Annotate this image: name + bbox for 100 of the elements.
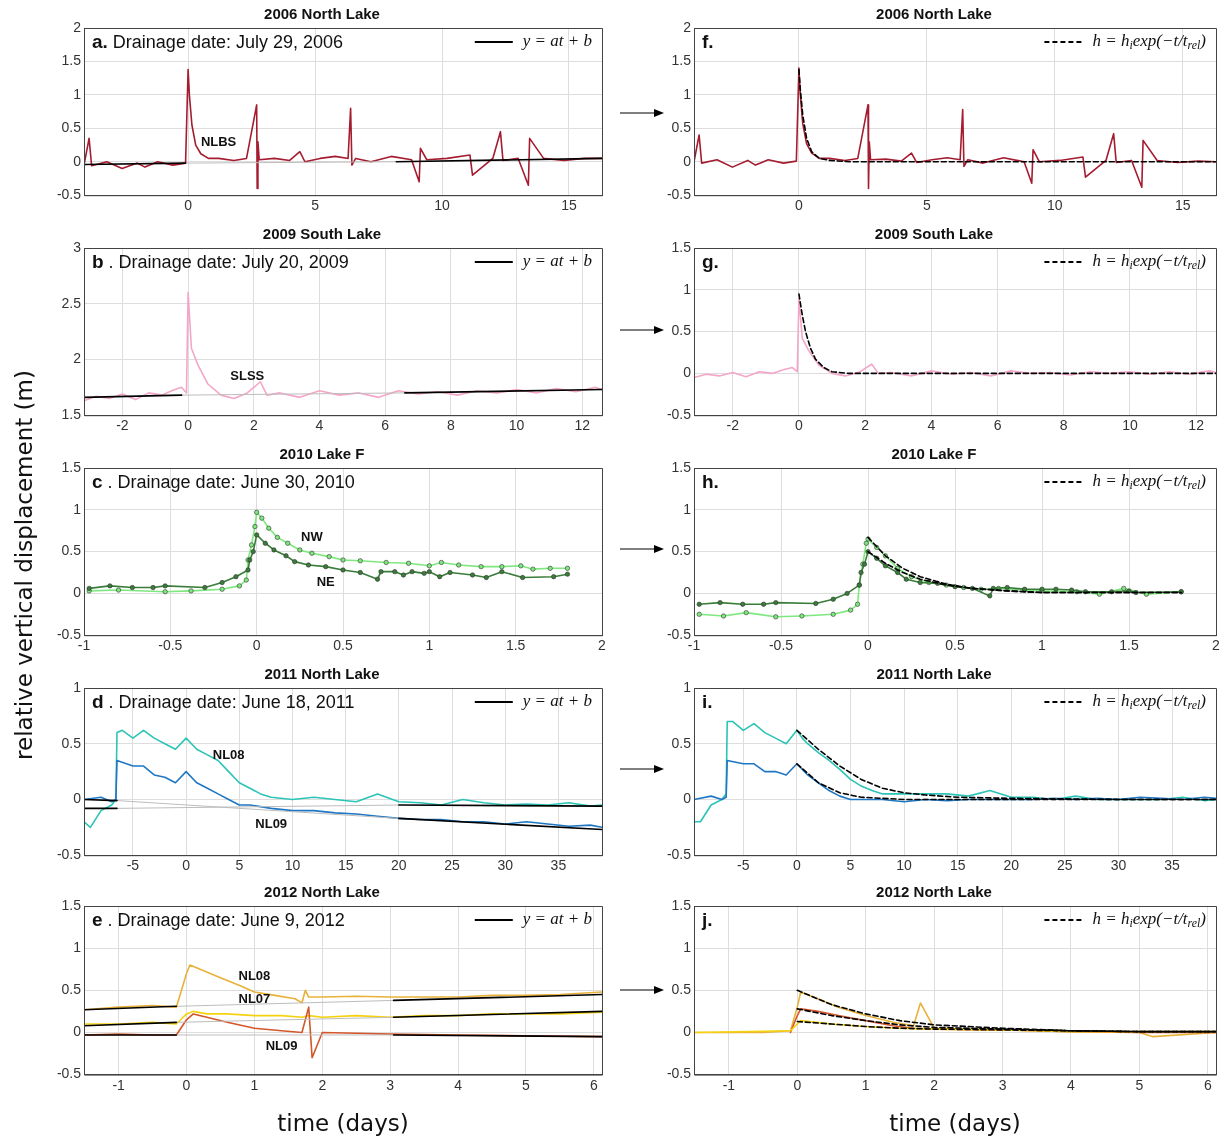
x-tick-label: -2 bbox=[726, 417, 740, 434]
annotation: b . Drainage date: July 20, 2009 bbox=[92, 251, 349, 273]
y-tick-label: -0.5 bbox=[56, 626, 82, 643]
y-tick-label: -0.5 bbox=[56, 1065, 82, 1082]
annotation: NLBS bbox=[200, 133, 237, 149]
x-tick-label: 12 bbox=[574, 417, 591, 434]
y-tick-label: 1 bbox=[683, 939, 692, 956]
y-tick-label: 1.5 bbox=[61, 896, 82, 913]
chart-title: 2012 North Lake bbox=[264, 883, 380, 901]
annotation: a. Drainage date: July 29, 2006 bbox=[92, 31, 344, 53]
legend-label: y = at + b bbox=[520, 31, 593, 51]
y-tick-label: 1.5 bbox=[61, 458, 82, 475]
y-tick-label: 0.5 bbox=[671, 119, 692, 136]
y-tick-label: 0.5 bbox=[61, 981, 82, 998]
x-tick-label: 12 bbox=[1188, 417, 1205, 434]
y-tick-label: -0.5 bbox=[666, 186, 692, 203]
y-tick-label: -0.5 bbox=[666, 406, 692, 423]
chart-title: 2012 North Lake bbox=[876, 883, 992, 901]
chart-title: 2011 North Lake bbox=[876, 665, 992, 683]
legend-label: y = at + b bbox=[520, 251, 593, 271]
x-tick-label: 0 bbox=[184, 417, 193, 434]
annotation: NE bbox=[316, 574, 336, 590]
y-tick-label: 0 bbox=[73, 152, 82, 169]
annotation: NL09 bbox=[265, 1038, 298, 1054]
x-tick-label: 20 bbox=[1003, 857, 1020, 874]
x-tick-label: 15 bbox=[337, 857, 354, 874]
x-tick-label: 2 bbox=[930, 1076, 939, 1093]
y-axis-title: relative vertical displacement (m) bbox=[11, 370, 37, 760]
x-tick-label: 10 bbox=[1122, 417, 1138, 434]
x-tick-label: 3 bbox=[998, 1076, 1007, 1093]
x-tick-label: 6 bbox=[381, 417, 390, 434]
x-tick-label: 8 bbox=[1059, 417, 1068, 434]
y-tick-label: 0.5 bbox=[671, 981, 692, 998]
annotation: d . Drainage date: June 18, 2011 bbox=[92, 691, 355, 713]
x-tick-label: 35 bbox=[550, 857, 567, 874]
chart-title: 2006 North Lake bbox=[876, 5, 992, 23]
x-tick-label: 15 bbox=[1174, 197, 1191, 214]
y-tick-label: 0 bbox=[683, 1023, 692, 1040]
x-tick-label: -1 bbox=[722, 1076, 736, 1093]
y-tick-label: 2 bbox=[73, 18, 82, 35]
x-tick-label: 4 bbox=[1067, 1076, 1076, 1093]
annotation: g. bbox=[702, 251, 719, 273]
x-tick-label: 20 bbox=[391, 857, 407, 874]
chart-title: 2011 North Lake bbox=[264, 665, 380, 683]
annotation: h. bbox=[702, 471, 719, 493]
x-tick-label: -5 bbox=[126, 857, 140, 874]
x-tick-label: 0.5 bbox=[945, 637, 965, 654]
chart-title: 2006 North Lake bbox=[264, 5, 380, 23]
x-tick-label: 2 bbox=[249, 417, 258, 434]
x-tick-label: 0 bbox=[793, 857, 801, 874]
x-tick-label: 0 bbox=[793, 1076, 802, 1093]
y-tick-label: 1.5 bbox=[671, 458, 692, 475]
y-tick-label: 0 bbox=[73, 790, 82, 807]
x-tick-label: 2 bbox=[318, 1076, 327, 1093]
y-tick-label: 0.5 bbox=[671, 734, 692, 751]
chart-title: 2010 Lake F bbox=[891, 445, 977, 463]
x-tick-label: 2 bbox=[861, 417, 870, 434]
x-tick-label: 0 bbox=[184, 197, 193, 214]
x-tick-label: 0 bbox=[252, 637, 261, 654]
y-tick-label: -0.5 bbox=[666, 1065, 692, 1082]
x-tick-label: 6 bbox=[993, 417, 1002, 434]
chart-title: 2009 South Lake bbox=[874, 225, 994, 243]
x-tick-label: 0 bbox=[182, 1076, 191, 1093]
y-tick-label: 1 bbox=[73, 678, 82, 695]
x-tick-label: 5 bbox=[235, 857, 244, 874]
y-tick-label: 1.5 bbox=[61, 406, 82, 423]
x-tick-label: 30 bbox=[497, 857, 514, 874]
y-tick-label: 2 bbox=[683, 18, 692, 35]
y-tick-label: -0.5 bbox=[666, 846, 692, 863]
x-tick-label: 6 bbox=[1203, 1076, 1212, 1093]
x-tick-label: 10 bbox=[508, 417, 525, 434]
y-tick-label: 0 bbox=[683, 790, 692, 807]
y-tick-label: -0.5 bbox=[56, 186, 82, 203]
annotation: NL07 bbox=[238, 991, 271, 1007]
x-tick-label: 1 bbox=[861, 1076, 870, 1093]
x-tick-label: 0 bbox=[182, 857, 191, 874]
x-axis-title: time (days) bbox=[889, 1110, 1021, 1137]
x-tick-label: 3 bbox=[386, 1076, 395, 1093]
x-tick-label: 5 bbox=[522, 1076, 531, 1093]
x-tick-label: 4 bbox=[454, 1076, 463, 1093]
y-tick-label: 3 bbox=[73, 238, 82, 255]
annotation: f. bbox=[702, 31, 714, 53]
x-tick-label: 1.5 bbox=[505, 637, 526, 654]
x-tick-label: 0 bbox=[795, 417, 804, 434]
x-tick-label: 10 bbox=[1047, 197, 1063, 214]
y-tick-label: -0.5 bbox=[56, 846, 82, 863]
x-tick-label: 15 bbox=[561, 197, 577, 214]
x-tick-label: 25 bbox=[444, 857, 461, 874]
x-tick-label: 0 bbox=[864, 637, 873, 654]
x-tick-label: 1 bbox=[425, 637, 434, 654]
x-tick-label: -0.5 bbox=[158, 637, 183, 654]
annotation: j. bbox=[701, 909, 713, 931]
annotation: NL09 bbox=[255, 815, 288, 831]
y-tick-label: -0.5 bbox=[666, 626, 692, 643]
x-tick-label: 5 bbox=[922, 197, 931, 214]
x-tick-label: -5 bbox=[737, 857, 750, 874]
x-tick-label: 2 bbox=[1212, 637, 1221, 654]
annotation: SLSS bbox=[230, 368, 265, 384]
y-tick-label: 1 bbox=[73, 85, 82, 102]
x-tick-label: -1 bbox=[112, 1076, 126, 1093]
